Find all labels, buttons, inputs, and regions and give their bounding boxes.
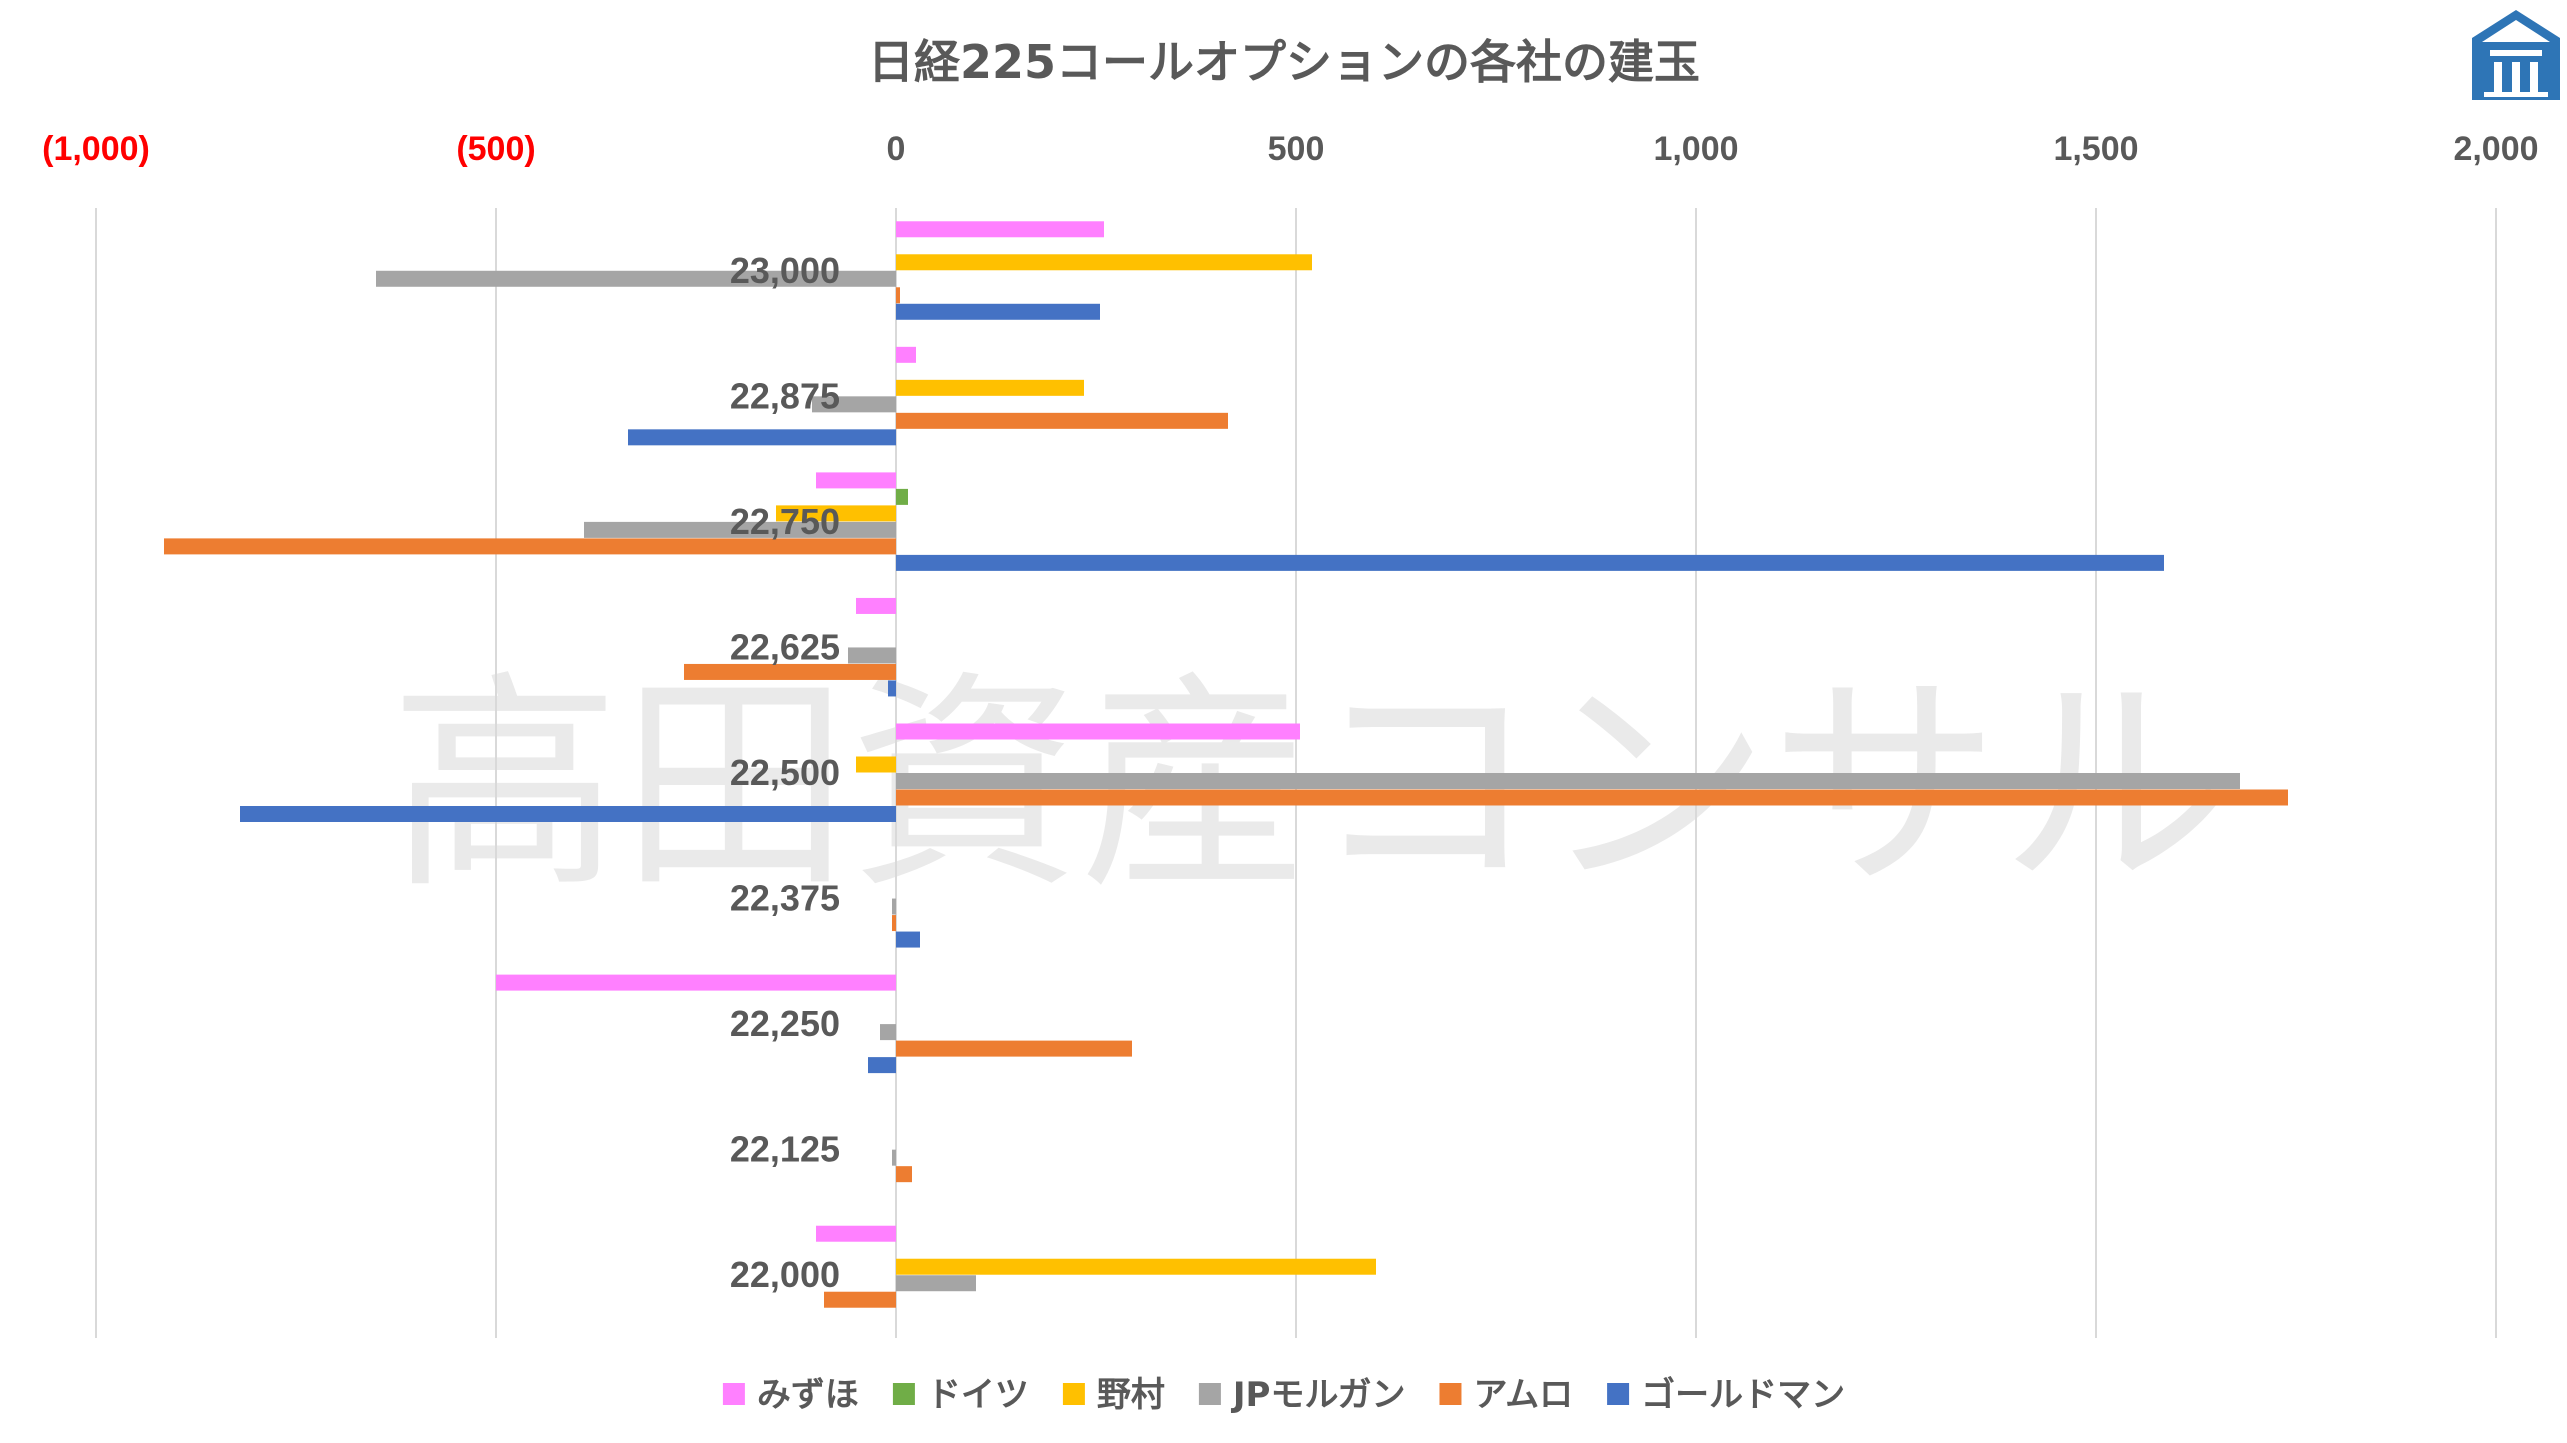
- x-tick-label: (1,000): [42, 130, 150, 168]
- bar: [776, 505, 896, 522]
- bar: [896, 254, 1312, 271]
- bar: [896, 1040, 1132, 1057]
- category-label: 23,000: [730, 250, 840, 291]
- bar: [896, 346, 916, 363]
- bar: [896, 773, 2240, 789]
- bar: [896, 1275, 976, 1292]
- category-label: 22,125: [730, 1129, 840, 1170]
- legend-label: JPモルガン: [1231, 1375, 1406, 1415]
- x-tick-label: 500: [1268, 130, 1325, 168]
- legend-swatch: [1439, 1383, 1462, 1405]
- bar: [896, 1166, 912, 1183]
- legend-label: みずほ: [757, 1375, 859, 1415]
- bar: [892, 1149, 896, 1166]
- bar: [376, 270, 896, 287]
- x-tick-label: 1,500: [2053, 130, 2138, 168]
- bar: [164, 538, 896, 555]
- bar: [584, 521, 896, 538]
- category-labels: 23,000 22,875 22,750 22,625 22,500 22,375 22,2…: [730, 250, 840, 1295]
- bar: [892, 915, 896, 932]
- category-label: 22,625: [730, 626, 840, 667]
- bar: [684, 663, 896, 680]
- x-tick-label: 1,000: [1653, 130, 1738, 168]
- bar: [880, 1024, 896, 1041]
- legend: みずほ ドイツ 野村 JPモルガン アムロ ゴールドマン: [722, 1375, 1845, 1415]
- x-tick-label: 2,000: [2453, 130, 2538, 168]
- bar: [896, 931, 920, 948]
- x-axis-ticks: (1,000) (500) 0 500 1,000 1,500 2,000: [42, 130, 2538, 168]
- legend-swatch: [722, 1383, 745, 1405]
- legend-label: ドイツ: [927, 1375, 1029, 1415]
- category-label: 22,250: [730, 1003, 840, 1044]
- legend-label: ゴールドマン: [1641, 1375, 1845, 1415]
- bar: [856, 756, 896, 773]
- bar: [896, 221, 1104, 238]
- category-label: 22,500: [730, 752, 840, 793]
- bar: [896, 723, 1300, 740]
- bar: [816, 1225, 896, 1242]
- bar: [856, 597, 896, 614]
- category-label: 22,875: [730, 375, 840, 416]
- bar: [896, 412, 1228, 429]
- x-tick-label: 0: [887, 130, 906, 168]
- bar: [816, 472, 896, 489]
- bar: [812, 396, 896, 413]
- bar: [896, 287, 900, 304]
- legend-swatch: [1607, 1383, 1630, 1405]
- bar: [848, 647, 896, 664]
- legend-label: アムロ: [1473, 1375, 1573, 1415]
- category-label: 22,375: [730, 878, 840, 919]
- bar: [896, 379, 1084, 396]
- bar-series: [164, 221, 2288, 1308]
- legend-swatch: [1198, 1383, 1221, 1405]
- bar: [496, 974, 896, 991]
- x-tick-label: (500): [456, 130, 535, 168]
- bar: [868, 1057, 896, 1074]
- bar: [888, 680, 896, 697]
- bar: [896, 554, 2164, 571]
- bar: [896, 789, 2288, 806]
- bar: [896, 488, 908, 505]
- bar: [628, 429, 896, 446]
- bar: [896, 303, 1100, 320]
- legend-swatch: [892, 1383, 915, 1405]
- bar: [896, 1258, 1376, 1275]
- takada-asset-logo: [2472, 10, 2560, 100]
- legend-swatch: [1062, 1383, 1085, 1405]
- category-label: 22,000: [730, 1254, 840, 1295]
- category-label: 22,750: [730, 501, 840, 542]
- bar: [892, 898, 896, 915]
- bar: [824, 1291, 896, 1308]
- legend-label: 野村: [1097, 1375, 1165, 1415]
- bar: [240, 806, 896, 822]
- chart-title: 日経225コールオプションの各社の建玉: [868, 35, 1700, 89]
